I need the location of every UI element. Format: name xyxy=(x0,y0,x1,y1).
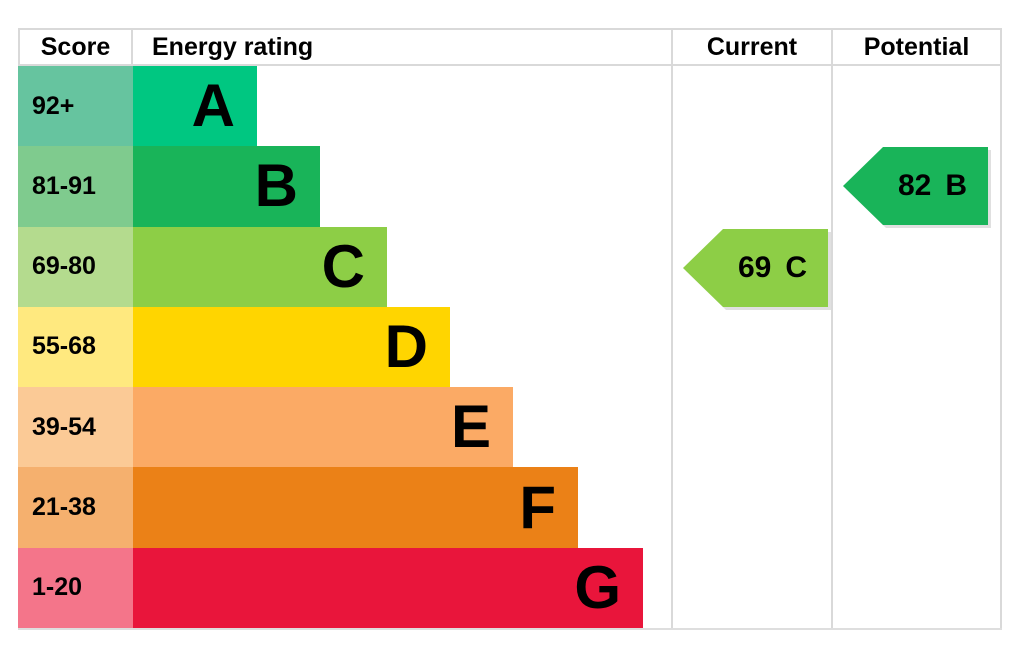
band-bar: A xyxy=(133,66,257,147)
band-row: 21-38 F xyxy=(18,467,673,548)
band-score-range: 21-38 xyxy=(32,493,96,522)
chart-right-border xyxy=(1000,64,1002,630)
header-energy-rating: Energy rating xyxy=(131,28,673,66)
band-bar: E xyxy=(133,387,513,468)
band-letter: B xyxy=(254,152,298,220)
header-current: Current xyxy=(671,28,833,66)
divider-current-column xyxy=(671,64,673,630)
current-band-letter: C xyxy=(785,251,808,284)
band-row: 39-54 E xyxy=(18,387,673,468)
header-score-label: Score xyxy=(40,32,111,61)
potential-band-letter: B xyxy=(945,169,968,202)
band-bar: D xyxy=(133,306,450,388)
current-rating-arrow-shape: 69 C xyxy=(683,229,828,307)
chart-area: Score Energy rating Current Potential 92… xyxy=(18,28,1002,630)
band-score-cell: 92+ xyxy=(18,66,133,147)
chart-bottom-border xyxy=(18,628,1002,630)
potential-score-value: 82 xyxy=(897,169,932,202)
divider-potential-column xyxy=(831,64,833,630)
header-potential-label: Potential xyxy=(863,32,970,61)
potential-rating-arrow: 82 B xyxy=(843,147,988,225)
current-score-value: 69 xyxy=(737,251,772,284)
band-score-range: 81-91 xyxy=(32,171,96,200)
band-bar: G xyxy=(133,547,643,628)
band-letter: G xyxy=(574,553,621,621)
band-score-range: 69-80 xyxy=(32,252,96,281)
band-row: 69-80 C xyxy=(18,226,673,307)
band-score-range: 55-68 xyxy=(32,332,96,361)
band-bar: B xyxy=(133,146,320,227)
band-letter: A xyxy=(191,72,235,140)
band-row: 92+ A xyxy=(18,66,673,147)
band-bar: C xyxy=(133,226,387,307)
header-energy-rating-label: Energy rating xyxy=(152,32,314,61)
band-score-cell: 39-54 xyxy=(18,387,133,468)
band-score-cell: 55-68 xyxy=(18,306,133,388)
band-bar: F xyxy=(133,467,578,548)
band-row: 55-68 D xyxy=(18,306,673,388)
potential-rating-arrow-shape: 82 B xyxy=(843,147,988,225)
band-score-cell: 81-91 xyxy=(18,146,133,227)
band-letter: C xyxy=(321,232,365,300)
band-row: 81-91 B xyxy=(18,146,673,227)
band-letter: F xyxy=(519,473,556,541)
header-score: Score xyxy=(18,28,133,66)
band-score-cell: 1-20 xyxy=(18,547,133,628)
current-rating-arrow: 69 C xyxy=(683,229,828,307)
band-letter: E xyxy=(450,393,491,461)
band-score-range: 1-20 xyxy=(32,573,83,602)
band-letter: D xyxy=(384,312,428,380)
band-score-cell: 69-80 xyxy=(18,226,133,307)
header-potential: Potential xyxy=(831,28,1002,66)
band-rows: 92+ A 81-91 B 69-80 C 55-68 D 39-54 xyxy=(18,66,673,628)
band-row: 1-20 G xyxy=(18,547,673,628)
band-score-range: 39-54 xyxy=(32,412,96,441)
band-score-range: 92+ xyxy=(32,91,75,120)
band-score-cell: 21-38 xyxy=(18,467,133,548)
header-current-label: Current xyxy=(706,32,798,61)
